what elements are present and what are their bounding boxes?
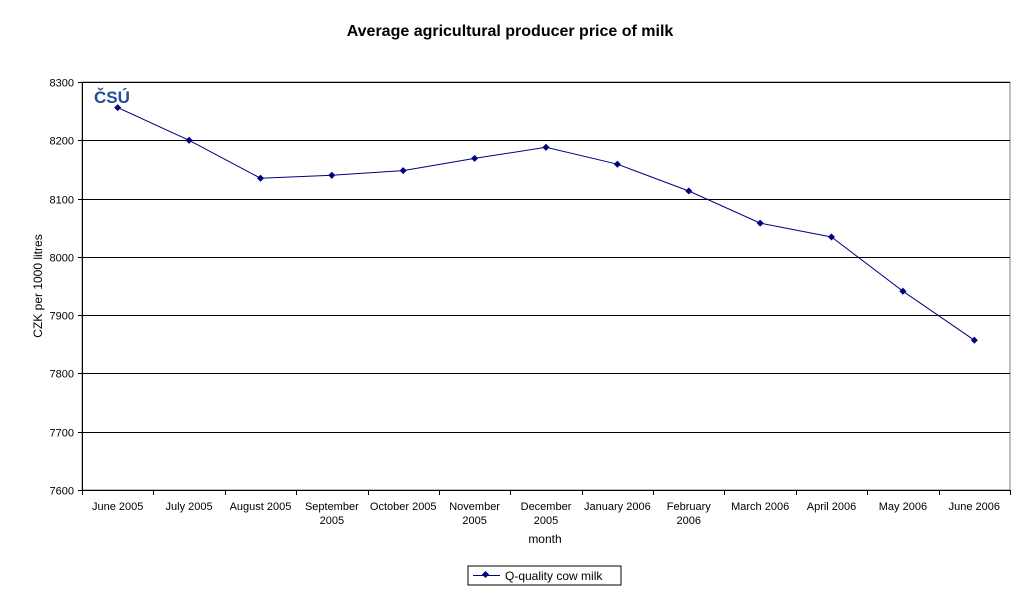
y-axis-label: CZK per 1000 litres xyxy=(31,234,45,337)
data-point xyxy=(899,287,907,295)
data-point xyxy=(185,136,193,144)
x-tick-label: December 2005 xyxy=(521,501,572,527)
legend: Q-quality cow milk xyxy=(467,565,622,586)
y-tick-label: 7800 xyxy=(50,369,74,381)
data-point xyxy=(471,154,479,162)
x-tick-label: July 2005 xyxy=(166,501,213,513)
data-point xyxy=(613,160,621,168)
x-tick-label: October 2005 xyxy=(370,501,437,513)
data-point xyxy=(542,143,550,151)
legend-label: Q-quality cow milk xyxy=(505,569,603,583)
y-tick-label: 8300 xyxy=(50,78,74,90)
data-point xyxy=(328,171,336,179)
data-point xyxy=(970,336,978,344)
plot-area-frame xyxy=(81,81,1011,491)
plot-area xyxy=(81,81,1011,491)
legend-box xyxy=(467,565,622,586)
x-tick-label: May 2006 xyxy=(879,501,927,513)
csu-logo-text: ČSÚ xyxy=(94,88,130,107)
x-axis-label: month xyxy=(528,532,561,546)
y-tick-label: 8100 xyxy=(50,195,74,207)
y-tick-label: 8000 xyxy=(50,253,74,265)
y-tick-label: 8200 xyxy=(50,136,74,148)
x-tick-label: April 2006 xyxy=(807,501,857,513)
y-tick-label: 7600 xyxy=(50,486,74,498)
x-tick-label: August 2005 xyxy=(230,501,292,513)
data-point xyxy=(685,187,693,195)
y-tick-label: 7900 xyxy=(50,311,74,323)
x-tick-label: November 2005 xyxy=(449,501,500,527)
data-point xyxy=(827,233,836,241)
chart-title: Average agricultural producer price of m… xyxy=(347,23,674,40)
x-tick-label: June 2006 xyxy=(949,501,1000,513)
data-point xyxy=(114,104,122,112)
legend-marker xyxy=(481,570,490,579)
data-point xyxy=(399,167,407,175)
csu-logo: ČSÚ xyxy=(94,88,130,107)
x-tick-label: January 2006 xyxy=(584,501,651,513)
x-axis-ticks: June 2005 July 2005 August 2005 September 20… xyxy=(82,490,1011,527)
data-point xyxy=(256,174,265,182)
x-tick-label: March 2006 xyxy=(731,501,789,513)
y-axis-ticks: 7600 7700 7800 7900 8000 8100 8200 8300 xyxy=(50,78,82,498)
x-tick-label: September 2005 xyxy=(305,501,359,527)
x-tick-label: June 2005 xyxy=(92,501,143,513)
series-layer xyxy=(114,104,978,344)
x-tick-label: February 2006 xyxy=(667,501,712,527)
y-tick-label: 7700 xyxy=(50,428,74,440)
gridlines xyxy=(82,82,1010,491)
data-point xyxy=(756,219,764,227)
